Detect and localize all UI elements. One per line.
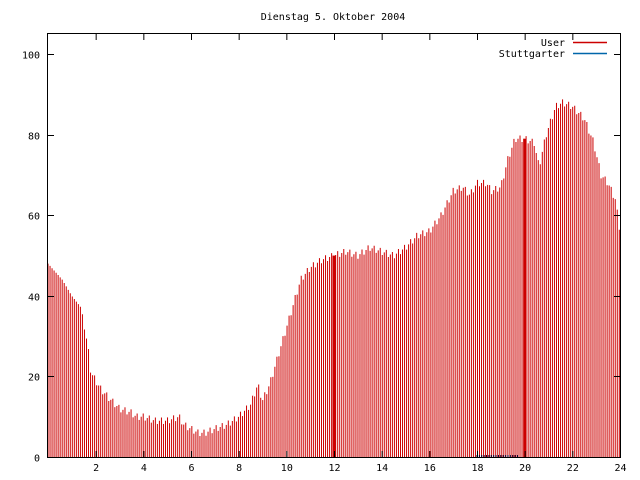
bar-group	[47, 99, 620, 457]
chart-title: Dienstag 5. Oktober 2004	[261, 12, 406, 23]
y-tick-label: 100	[22, 51, 40, 62]
y-tick-label: 80	[28, 132, 40, 143]
plot-frame	[47, 33, 621, 458]
y-tick-label: 20	[28, 373, 40, 384]
x-tick-label: 16	[424, 463, 436, 474]
bar-highlight	[332, 255, 336, 457]
y-axis: 0 20 40 60 80 100	[22, 51, 620, 465]
x-tick-label: 4	[141, 463, 147, 474]
y-tick-label: 60	[28, 212, 40, 223]
x-tick-label: 14	[376, 463, 388, 474]
x-tick-label: 6	[188, 463, 194, 474]
x-tick-label: 24	[614, 463, 626, 474]
x-tick-label: 18	[471, 463, 483, 474]
y-tick-label: 0	[34, 454, 40, 465]
x-tick-label: 22	[567, 463, 579, 474]
x-tick-label: 12	[328, 463, 340, 474]
x-axis: 2 4 6 8 10 12 14 16 18 20 22 24	[93, 34, 627, 474]
legend: User Stuttgarter	[499, 38, 607, 60]
x-tick-label: 2	[93, 463, 99, 474]
x-tick-label: 20	[519, 463, 531, 474]
y-tick-label: 40	[28, 293, 40, 304]
legend-label-user: User	[541, 38, 565, 49]
series-stuttgarter-group	[476, 455, 519, 457]
x-tick-label: 8	[236, 463, 242, 474]
legend-label-stuttgarter: Stuttgarter	[499, 49, 565, 60]
x-tick-label: 10	[281, 463, 293, 474]
bar-highlight	[523, 138, 527, 457]
